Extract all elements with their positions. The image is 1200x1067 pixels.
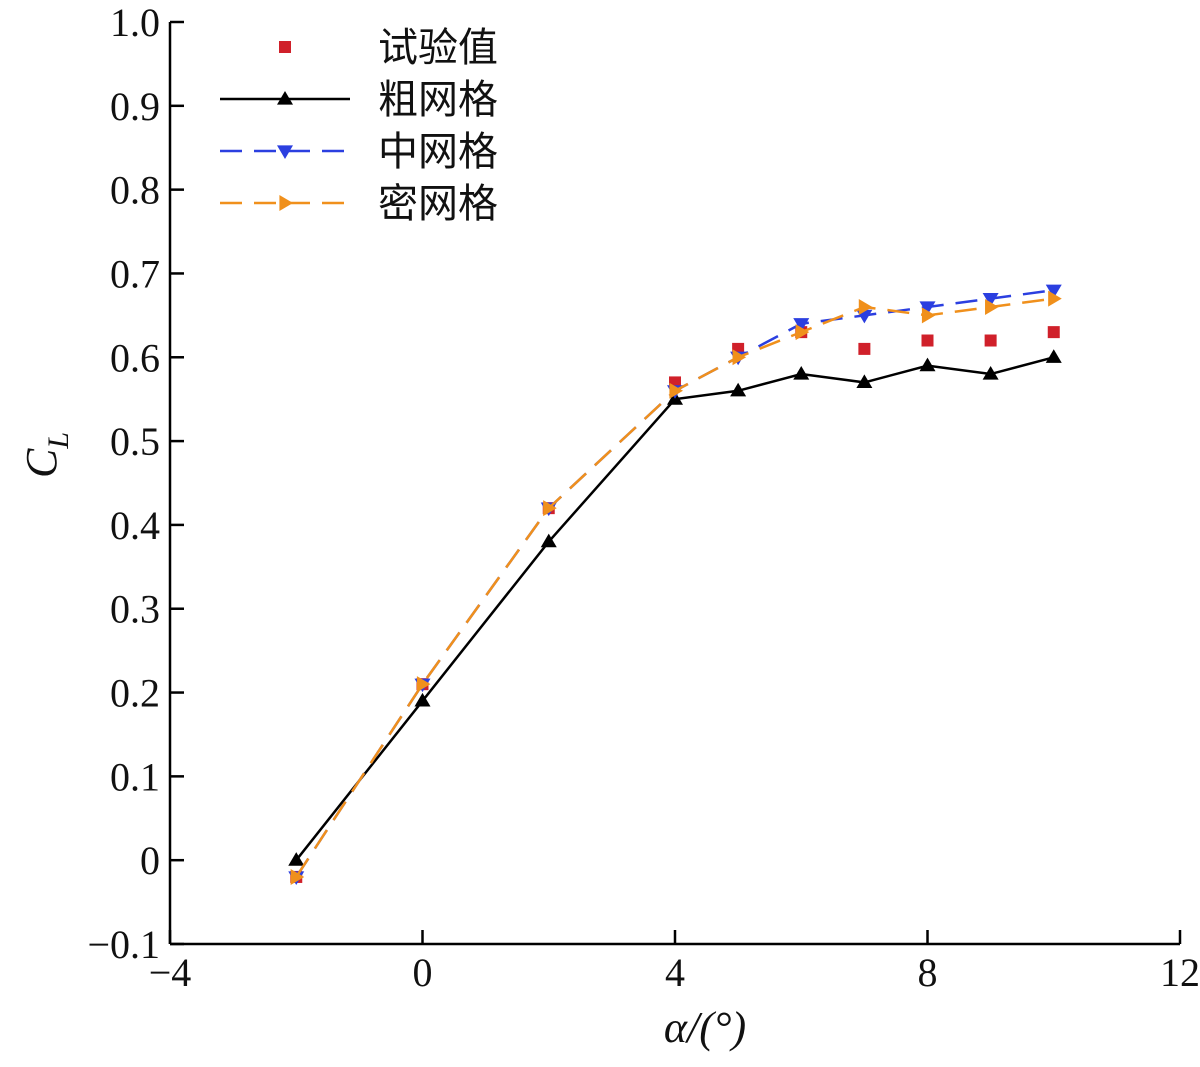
series-4-point — [290, 868, 305, 885]
y-axis-title-subscript: L — [42, 432, 75, 450]
series-4-point — [1048, 290, 1062, 307]
series-2-line — [295, 356, 1055, 861]
axes: −0.1 0 0.1 0.2 0.3 0.4 0.5 0.6 0.7 0.8 0.9 1.0 −4 0 4 8… — [87, 0, 1200, 995]
series-1 — [290, 326, 1060, 883]
legend-label: 中网格 — [378, 129, 498, 175]
axis-labels: α/(°) CL — [17, 432, 746, 1052]
series-4-point — [921, 307, 936, 324]
y-tick-label: 1.0 — [110, 0, 160, 45]
series-4-point — [985, 298, 999, 315]
series-1-point — [984, 334, 997, 347]
series-4-point — [669, 382, 683, 399]
series-3 — [288, 284, 1062, 885]
legend-marker — [277, 145, 293, 159]
series-2-point — [288, 852, 305, 866]
y-tick-label: 0.3 — [110, 587, 160, 632]
x-tick-label: 4 — [665, 950, 685, 995]
series-4-point — [543, 500, 557, 517]
series-4-point — [858, 298, 873, 315]
x-tick-label: 0 — [413, 950, 433, 995]
y-tick-label: 0.4 — [110, 503, 160, 548]
series-4-point — [795, 324, 810, 341]
series-2-point — [414, 692, 431, 707]
legend-item-3: 中网格 — [220, 129, 498, 175]
y-tick-label: 0 — [140, 838, 160, 883]
series-layer — [288, 284, 1062, 885]
series-4-line — [295, 297, 1054, 878]
series-2 — [288, 349, 1062, 866]
x-tick-label: 12 — [1160, 950, 1200, 995]
y-axis-title-main: C — [17, 448, 66, 478]
y-tick-label: 0.2 — [110, 671, 160, 716]
y-tick-label: 0.6 — [110, 335, 160, 380]
series-2-point — [540, 533, 557, 548]
series-4-point — [732, 349, 747, 366]
series-2-point — [1045, 349, 1062, 363]
series-1-point — [858, 342, 871, 355]
legend-label: 密网格 — [378, 181, 498, 227]
legend-marker — [279, 41, 291, 53]
series-2-point — [919, 357, 936, 372]
legend-label: 试验值 — [378, 25, 498, 71]
x-tick-label: −4 — [149, 950, 192, 995]
series-2-point — [730, 382, 747, 397]
legend-label: 粗网格 — [378, 77, 498, 123]
y-tick-label: 0.9 — [110, 84, 160, 129]
legend-marker — [277, 91, 293, 105]
y-tick-label: 0.7 — [110, 251, 160, 296]
series-3-point — [919, 301, 936, 315]
y-tick-label: 0.5 — [110, 419, 160, 464]
x-axis-title: α/(°) — [664, 1003, 746, 1052]
series-3-point — [793, 318, 810, 332]
y-axis-title: CL — [17, 432, 75, 478]
series-1-point — [1047, 326, 1060, 339]
series-4-point — [416, 676, 431, 693]
series-3-point — [982, 293, 999, 307]
series-2-point — [982, 366, 999, 380]
series-1-point — [921, 334, 934, 347]
series-3-point — [1045, 284, 1062, 299]
legend-marker — [279, 195, 293, 211]
series-2-point — [793, 366, 810, 380]
y-tick-label: −0.1 — [87, 922, 160, 967]
series-4 — [290, 290, 1062, 885]
legend-item-2: 粗网格 — [220, 77, 498, 123]
legend-item-1: 试验值 — [279, 25, 498, 71]
x-tick-label: 8 — [918, 950, 938, 995]
series-2-point — [856, 374, 873, 389]
series-3-line — [295, 288, 1054, 878]
legend-item-4: 密网格 — [220, 181, 498, 227]
y-tick-label: 0.1 — [110, 754, 160, 799]
y-tick-label: 0.8 — [110, 168, 160, 213]
